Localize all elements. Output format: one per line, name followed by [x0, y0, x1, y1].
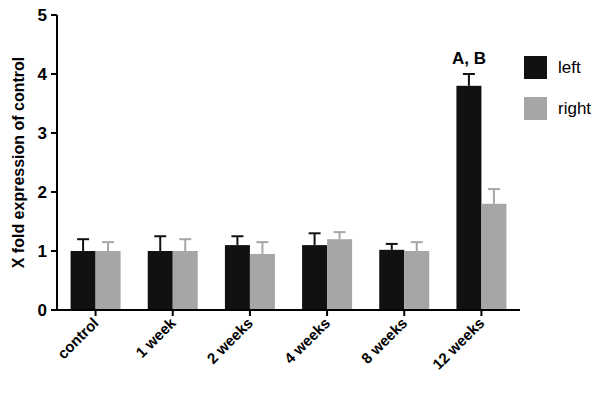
error-bar: [231, 236, 243, 245]
annotation: A, B: [452, 49, 486, 68]
y-tick: [51, 14, 57, 16]
error-cap: [179, 238, 191, 240]
x-tick-label: 12 weeks: [429, 314, 488, 373]
y-tick-label: 3: [38, 124, 47, 143]
error-stem: [159, 236, 161, 251]
error-stem: [82, 239, 84, 251]
bar: [404, 251, 429, 310]
bar: [173, 251, 198, 310]
bar: [379, 250, 404, 310]
bar: [327, 239, 352, 310]
y-tick: [51, 132, 57, 134]
bar: [481, 204, 506, 310]
error-bar: [179, 239, 191, 251]
y-tick: [51, 73, 57, 75]
x-axis: [56, 309, 520, 311]
y-axis: [56, 15, 58, 311]
error-stem: [236, 236, 238, 245]
y-tick-label: 1: [38, 242, 47, 261]
error-bar: [77, 239, 89, 251]
y-axis-label: X fold expression of control: [10, 57, 27, 269]
chart-container: 0 1 2 3 4 5 control 1 week 2 weeks 4 weeks 8 weeks…: [0, 0, 606, 415]
legend-swatch: [524, 56, 547, 79]
error-cap: [463, 73, 475, 75]
x-tick-label: control: [54, 314, 102, 362]
legend-label: right: [558, 99, 591, 118]
error-cap: [411, 241, 423, 243]
x-tick: [172, 310, 174, 316]
legend: left right: [524, 56, 591, 120]
error-bar: [488, 189, 500, 204]
y-tick-label: 0: [38, 301, 47, 320]
chart-svg: 0 1 2 3 4 5 control 1 week 2 weeks 4 weeks 8 weeks…: [0, 0, 606, 415]
error-cap: [386, 243, 398, 245]
error-bar: [309, 233, 321, 245]
error-cap: [231, 235, 243, 237]
error-cap: [309, 232, 321, 234]
y-tick: [51, 309, 57, 311]
error-bar: [256, 242, 268, 254]
error-cap: [334, 231, 346, 233]
error-cap: [154, 235, 166, 237]
error-bar: [463, 74, 475, 86]
bar: [148, 251, 173, 310]
error-bar: [334, 232, 346, 239]
error-stem: [314, 233, 316, 245]
x-tick-label: 4 weeks: [280, 314, 333, 367]
bar: [302, 245, 327, 310]
bar: [250, 254, 275, 310]
bar: [96, 251, 121, 310]
bars: [71, 74, 507, 310]
error-cap: [256, 241, 268, 243]
error-bar: [102, 242, 114, 251]
x-tick-label: 2 weeks: [203, 314, 256, 367]
x-tick: [249, 310, 251, 316]
error-cap: [102, 241, 114, 243]
y-tick-label: 4: [38, 65, 48, 84]
x-tick-label: 1 week: [132, 314, 179, 361]
error-stem: [261, 242, 263, 254]
error-bar: [386, 244, 398, 250]
error-bar: [154, 236, 166, 251]
bar: [456, 86, 481, 310]
x-tick: [326, 310, 328, 316]
y-tick: [51, 250, 57, 252]
y-tick: [51, 191, 57, 193]
error-cap: [77, 238, 89, 240]
error-stem: [416, 242, 418, 251]
x-tick: [403, 310, 405, 316]
error-stem: [493, 189, 495, 204]
legend-swatch: [524, 97, 547, 120]
y-tick-label: 2: [38, 183, 47, 202]
x-tick: [480, 310, 482, 316]
bar: [71, 251, 96, 310]
error-bar: [411, 242, 423, 251]
error-cap: [488, 188, 500, 190]
y-tick-label: 5: [38, 6, 47, 25]
bar: [225, 245, 250, 310]
x-tick-label: 8 weeks: [358, 314, 411, 367]
error-stem: [468, 74, 470, 86]
x-tick: [95, 310, 97, 316]
error-stem: [107, 242, 109, 251]
legend-label: left: [558, 58, 581, 77]
error-stem: [184, 239, 186, 251]
error-stem: [339, 232, 341, 239]
